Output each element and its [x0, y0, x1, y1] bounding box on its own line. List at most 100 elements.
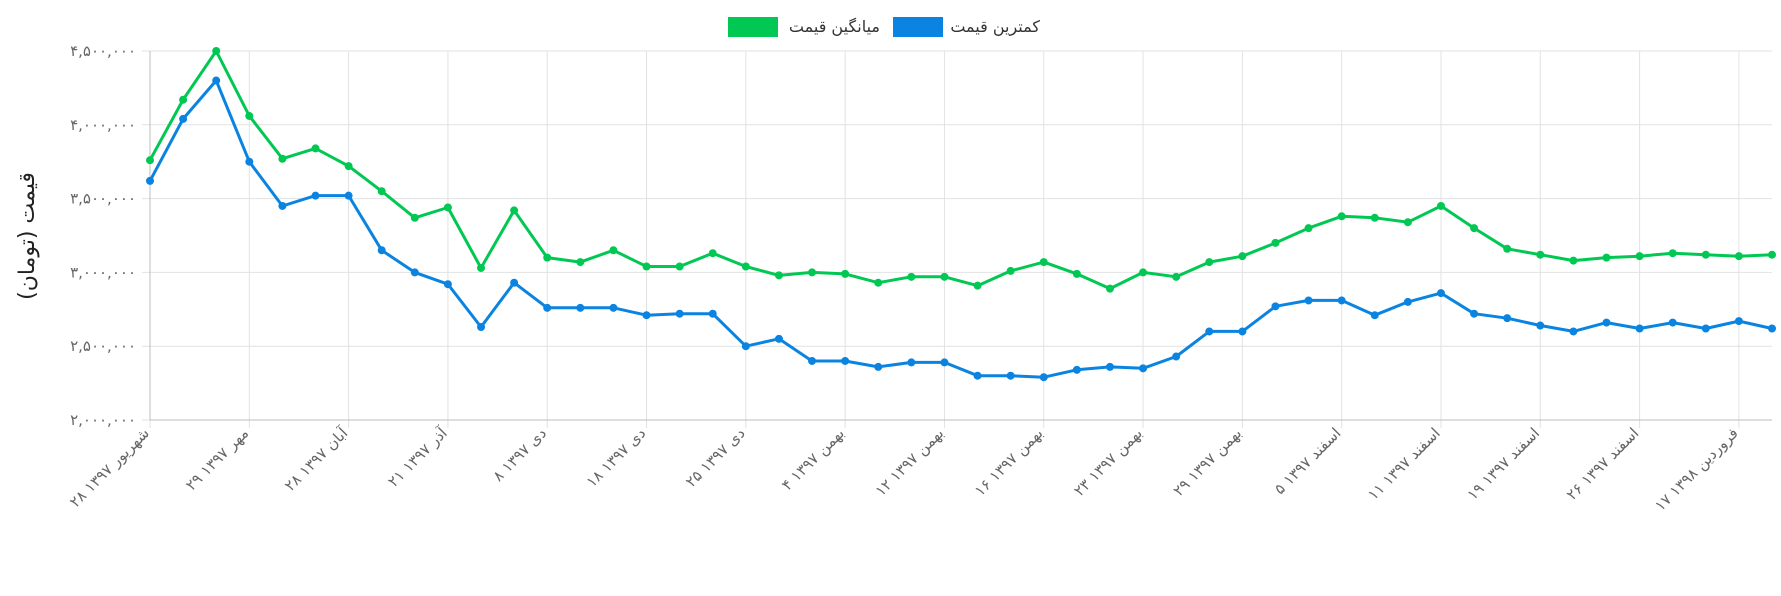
data-point[interactable] — [1304, 296, 1313, 305]
data-point[interactable] — [477, 263, 486, 272]
data-point[interactable] — [278, 154, 287, 163]
data-point[interactable] — [708, 309, 717, 318]
data-point[interactable] — [311, 144, 320, 153]
data-point[interactable] — [543, 303, 552, 312]
data-point[interactable] — [1370, 213, 1379, 222]
data-point[interactable] — [841, 356, 850, 365]
data-point[interactable] — [1536, 250, 1545, 259]
legend-item-avg-price[interactable]: میانگین قیمت — [728, 17, 880, 37]
data-point[interactable] — [973, 281, 982, 290]
data-point[interactable] — [377, 246, 386, 255]
data-point[interactable] — [179, 95, 188, 104]
data-point[interactable] — [1436, 201, 1445, 210]
data-point[interactable] — [1139, 268, 1148, 277]
data-point[interactable] — [278, 201, 287, 210]
data-point[interactable] — [642, 311, 651, 320]
data-point[interactable] — [1304, 224, 1313, 233]
data-point[interactable] — [1105, 284, 1114, 293]
data-point[interactable] — [741, 262, 750, 271]
data-point[interactable] — [1006, 266, 1015, 275]
data-point[interactable] — [1403, 297, 1412, 306]
data-point[interactable] — [179, 114, 188, 123]
data-point[interactable] — [1238, 327, 1247, 336]
data-point[interactable] — [1768, 324, 1776, 333]
data-point[interactable] — [1668, 249, 1677, 258]
data-point[interactable] — [410, 268, 419, 277]
data-point[interactable] — [741, 342, 750, 351]
data-point[interactable] — [1734, 317, 1743, 326]
data-point[interactable] — [609, 246, 618, 255]
data-point[interactable] — [1668, 318, 1677, 327]
data-point[interactable] — [874, 278, 883, 287]
data-point[interactable] — [973, 371, 982, 380]
data-point[interactable] — [609, 303, 618, 312]
data-point[interactable] — [1602, 253, 1611, 262]
data-point[interactable] — [443, 280, 452, 289]
data-point[interactable] — [1635, 252, 1644, 261]
data-point[interactable] — [443, 203, 452, 212]
data-point[interactable] — [543, 253, 552, 262]
data-point[interactable] — [675, 262, 684, 271]
data-point[interactable] — [1039, 258, 1048, 267]
data-point[interactable] — [841, 269, 850, 278]
data-point[interactable] — [510, 206, 519, 215]
data-point[interactable] — [1768, 250, 1776, 259]
data-point[interactable] — [1006, 371, 1015, 380]
data-point[interactable] — [1172, 352, 1181, 361]
data-point[interactable] — [344, 162, 353, 171]
data-point[interactable] — [1701, 250, 1710, 259]
data-point[interactable] — [410, 213, 419, 222]
data-point[interactable] — [1602, 318, 1611, 327]
data-point[interactable] — [1436, 289, 1445, 298]
data-point[interactable] — [1569, 256, 1578, 265]
data-point[interactable] — [311, 191, 320, 200]
data-point[interactable] — [510, 278, 519, 287]
data-point[interactable] — [1205, 258, 1214, 267]
data-point[interactable] — [1569, 327, 1578, 336]
data-point[interactable] — [1172, 272, 1181, 281]
data-point[interactable] — [1072, 365, 1081, 374]
data-point[interactable] — [477, 323, 486, 332]
data-point[interactable] — [1139, 364, 1148, 373]
data-point[interactable] — [212, 76, 221, 85]
data-point[interactable] — [1337, 212, 1346, 221]
data-point[interactable] — [1503, 314, 1512, 323]
data-point[interactable] — [245, 111, 254, 120]
data-point[interactable] — [1701, 324, 1710, 333]
data-point[interactable] — [1205, 327, 1214, 336]
data-point[interactable] — [874, 362, 883, 371]
data-point[interactable] — [245, 157, 254, 166]
data-point[interactable] — [576, 258, 585, 267]
data-point[interactable] — [212, 47, 221, 55]
data-point[interactable] — [907, 358, 916, 367]
data-point[interactable] — [344, 191, 353, 200]
data-point[interactable] — [774, 334, 783, 343]
data-point[interactable] — [1271, 238, 1280, 247]
data-point[interactable] — [907, 272, 916, 281]
data-point[interactable] — [1470, 309, 1479, 318]
data-point[interactable] — [1370, 311, 1379, 320]
data-point[interactable] — [1403, 218, 1412, 227]
data-point[interactable] — [1105, 362, 1114, 371]
data-point[interactable] — [675, 309, 684, 318]
data-point[interactable] — [808, 356, 817, 365]
data-point[interactable] — [708, 249, 717, 258]
data-point[interactable] — [1734, 252, 1743, 261]
data-point[interactable] — [1271, 302, 1280, 311]
data-point[interactable] — [377, 187, 386, 196]
data-point[interactable] — [808, 268, 817, 277]
data-point[interactable] — [1635, 324, 1644, 333]
data-point[interactable] — [1536, 321, 1545, 330]
data-point[interactable] — [576, 303, 585, 312]
data-point[interactable] — [774, 271, 783, 280]
data-point[interactable] — [1072, 269, 1081, 278]
data-point[interactable] — [940, 358, 949, 367]
data-point[interactable] — [642, 262, 651, 271]
data-point[interactable] — [1337, 296, 1346, 305]
data-point[interactable] — [146, 156, 154, 165]
data-point[interactable] — [1238, 252, 1247, 261]
data-point[interactable] — [1470, 224, 1479, 233]
data-point[interactable] — [940, 272, 949, 281]
legend-item-min-price[interactable]: کمترین قیمت — [893, 17, 1040, 37]
data-point[interactable] — [146, 176, 154, 185]
